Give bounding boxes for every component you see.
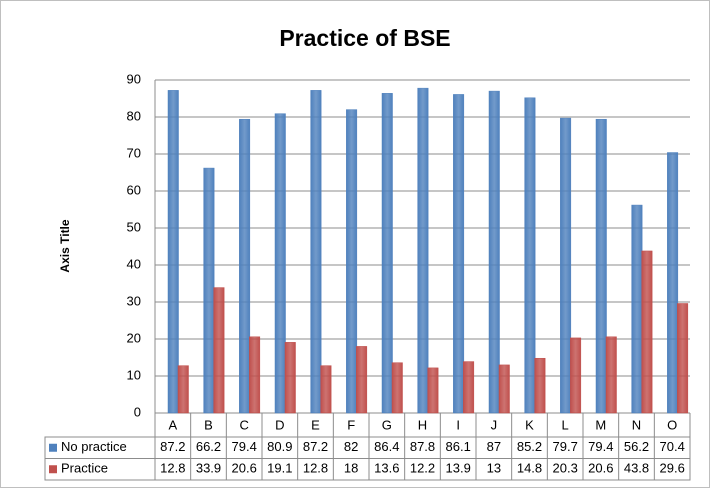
bar bbox=[274, 113, 286, 414]
bar bbox=[463, 361, 475, 414]
y-tick-label: 80 bbox=[127, 108, 141, 123]
table-cell: 12.8 bbox=[160, 461, 185, 476]
bar bbox=[203, 167, 215, 414]
y-axis-title: Axis Title bbox=[58, 219, 72, 272]
x-tick-label: O bbox=[667, 417, 677, 432]
y-tick-label: 60 bbox=[127, 182, 141, 197]
y-tick-label: 40 bbox=[127, 256, 141, 271]
x-tick-label: D bbox=[275, 417, 284, 432]
legend-swatch bbox=[49, 465, 57, 474]
bar bbox=[488, 90, 500, 414]
table-cell: 20.6 bbox=[232, 461, 257, 476]
bar bbox=[310, 90, 322, 414]
bar bbox=[417, 87, 429, 414]
y-tick-label: 90 bbox=[127, 71, 141, 86]
bar bbox=[677, 303, 689, 414]
bar bbox=[284, 342, 296, 414]
x-tick-label: J bbox=[491, 417, 498, 432]
x-tick-label: H bbox=[418, 417, 427, 432]
y-tick-label: 10 bbox=[127, 367, 141, 382]
bar bbox=[641, 250, 653, 414]
table-cell: 87.2 bbox=[303, 439, 328, 454]
bar bbox=[213, 287, 225, 414]
legend-label: No practice bbox=[61, 439, 127, 454]
table-cell: 13 bbox=[487, 461, 501, 476]
x-tick-label: M bbox=[595, 417, 606, 432]
x-tick-label: C bbox=[239, 417, 248, 432]
bar bbox=[534, 357, 546, 414]
bar bbox=[249, 336, 261, 414]
table-cell: 86.1 bbox=[446, 439, 471, 454]
bar bbox=[427, 367, 439, 414]
table-cell: 79.4 bbox=[232, 439, 257, 454]
x-tick-label: G bbox=[382, 417, 392, 432]
bar bbox=[453, 94, 465, 414]
table-cell: 80.9 bbox=[267, 439, 292, 454]
table-cell: 82 bbox=[344, 439, 358, 454]
bar bbox=[381, 93, 393, 414]
y-tick-label: 20 bbox=[127, 330, 141, 345]
bar bbox=[356, 346, 368, 414]
table-cell: 86.4 bbox=[374, 439, 399, 454]
bar bbox=[595, 118, 607, 414]
bar bbox=[239, 118, 251, 414]
table-cell: 87.8 bbox=[410, 439, 435, 454]
table-cell: 19.1 bbox=[267, 461, 292, 476]
bar bbox=[605, 336, 617, 414]
table-cell: 79.4 bbox=[588, 439, 613, 454]
bar bbox=[560, 117, 572, 414]
table-cell: 85.2 bbox=[517, 439, 542, 454]
table-cell: 12.8 bbox=[303, 461, 328, 476]
table-cell: 14.8 bbox=[517, 461, 542, 476]
table-cell: 13.6 bbox=[374, 461, 399, 476]
x-tick-label: L bbox=[562, 417, 569, 432]
bar bbox=[570, 337, 582, 414]
chart-title: Practice of BSE bbox=[279, 25, 450, 51]
x-tick-label: I bbox=[456, 417, 460, 432]
bar bbox=[524, 97, 536, 414]
x-tick-label: N bbox=[632, 417, 641, 432]
x-tick-label: F bbox=[347, 417, 355, 432]
table-cell: 20.6 bbox=[588, 461, 613, 476]
x-tick-label: B bbox=[204, 417, 213, 432]
bar bbox=[346, 109, 358, 414]
y-tick-label: 70 bbox=[127, 145, 141, 160]
bar bbox=[631, 204, 643, 414]
table-cell: 18 bbox=[344, 461, 358, 476]
bar bbox=[177, 365, 189, 414]
legend-label: Practice bbox=[61, 461, 108, 476]
y-tick-label: 30 bbox=[127, 293, 141, 308]
bar bbox=[667, 152, 679, 414]
table-cell: 87.2 bbox=[160, 439, 185, 454]
table-cell: 33.9 bbox=[196, 461, 221, 476]
bar bbox=[320, 365, 332, 414]
legend-swatch bbox=[49, 443, 57, 452]
table-cell: 29.6 bbox=[660, 461, 685, 476]
table-cell: 56.2 bbox=[624, 439, 649, 454]
x-tick-label: E bbox=[311, 417, 320, 432]
table-cell: 66.2 bbox=[196, 439, 221, 454]
table-cell: 87 bbox=[487, 439, 501, 454]
x-tick-label: A bbox=[168, 417, 177, 432]
bar bbox=[167, 90, 179, 414]
table-cell: 79.7 bbox=[553, 439, 578, 454]
table-cell: 70.4 bbox=[660, 439, 685, 454]
table-cell: 20.3 bbox=[553, 461, 578, 476]
x-tick-label: K bbox=[525, 417, 534, 432]
table-cell: 12.2 bbox=[410, 461, 435, 476]
table-cell: 13.9 bbox=[446, 461, 471, 476]
bar bbox=[391, 362, 403, 414]
bar bbox=[498, 364, 510, 414]
y-tick-label: 0 bbox=[134, 404, 141, 419]
y-tick-label: 50 bbox=[127, 219, 141, 234]
table-cell: 43.8 bbox=[624, 461, 649, 476]
